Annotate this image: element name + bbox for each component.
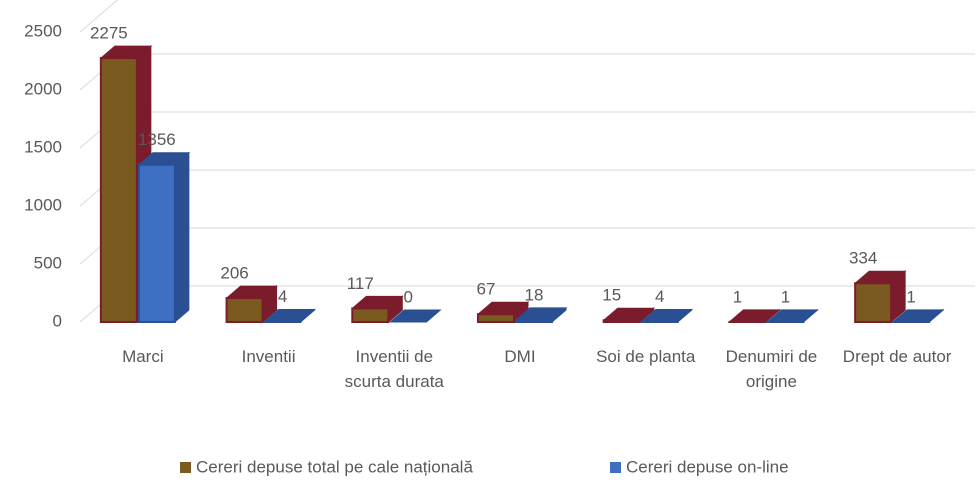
data-label: 67 (477, 280, 496, 299)
data-label: 0 (404, 287, 413, 306)
bar-front (137, 163, 176, 323)
grid-line (79, 0, 119, 33)
y-tick-label: 2500 (24, 21, 62, 40)
bar-front (854, 282, 893, 324)
x-tick-label: Inventii (241, 347, 296, 366)
bar-top (388, 309, 442, 323)
bar (853, 270, 907, 324)
data-label: 15 (602, 286, 621, 305)
bar (137, 151, 191, 324)
data-label: 334 (849, 249, 877, 268)
bar-front (477, 313, 515, 323)
legend-swatch (180, 462, 191, 473)
data-label: 1 (733, 287, 742, 306)
bar (891, 308, 945, 324)
data-label: 4 (655, 287, 664, 306)
bar (640, 308, 694, 324)
bar (602, 307, 656, 324)
bar-front (602, 319, 641, 324)
data-label: 206 (220, 264, 248, 283)
grid-line (79, 227, 975, 265)
data-label: 4 (278, 287, 287, 306)
x-tick-label: Inventii de scurta durata (344, 347, 444, 391)
bar (476, 301, 530, 324)
grid-line (79, 111, 975, 149)
data-label: 1 (906, 287, 915, 306)
data-label: 117 (347, 274, 374, 293)
bar-front (99, 57, 138, 323)
legend-label: Cereri depuse on-line (626, 457, 789, 476)
legend-swatch (610, 462, 621, 473)
data-label: 18 (525, 285, 544, 304)
bar-side (174, 151, 190, 324)
bar (728, 308, 781, 324)
bar (514, 306, 568, 324)
x-tick-label: Soi de planta (596, 347, 696, 366)
bar (766, 308, 819, 324)
y-tick-label: 0 (53, 311, 62, 330)
bar-front (225, 297, 264, 324)
bar-front (351, 307, 390, 324)
x-tick-label: Denumiri de origine (725, 347, 818, 391)
x-tick-label: Drept de autor (842, 347, 952, 366)
bar (263, 308, 316, 324)
data-label: 2275 (90, 24, 128, 43)
y-tick-label: 500 (34, 253, 62, 272)
y-tick-label: 2000 (24, 79, 62, 98)
x-tick-label: DMI (504, 347, 536, 366)
bar (225, 285, 278, 324)
bar (388, 309, 442, 323)
bar (350, 295, 404, 324)
legend-label: Cereri depuse total pe cale națională (196, 457, 473, 476)
grid-line (79, 53, 975, 91)
data-label: 1 (781, 287, 790, 306)
y-tick-label: 1500 (24, 137, 62, 156)
data-label: 1356 (138, 130, 176, 149)
x-tick-label: Marci (122, 347, 164, 366)
grid-line (79, 169, 975, 207)
y-tick-label: 1000 (24, 195, 62, 214)
bar-front (515, 318, 553, 323)
